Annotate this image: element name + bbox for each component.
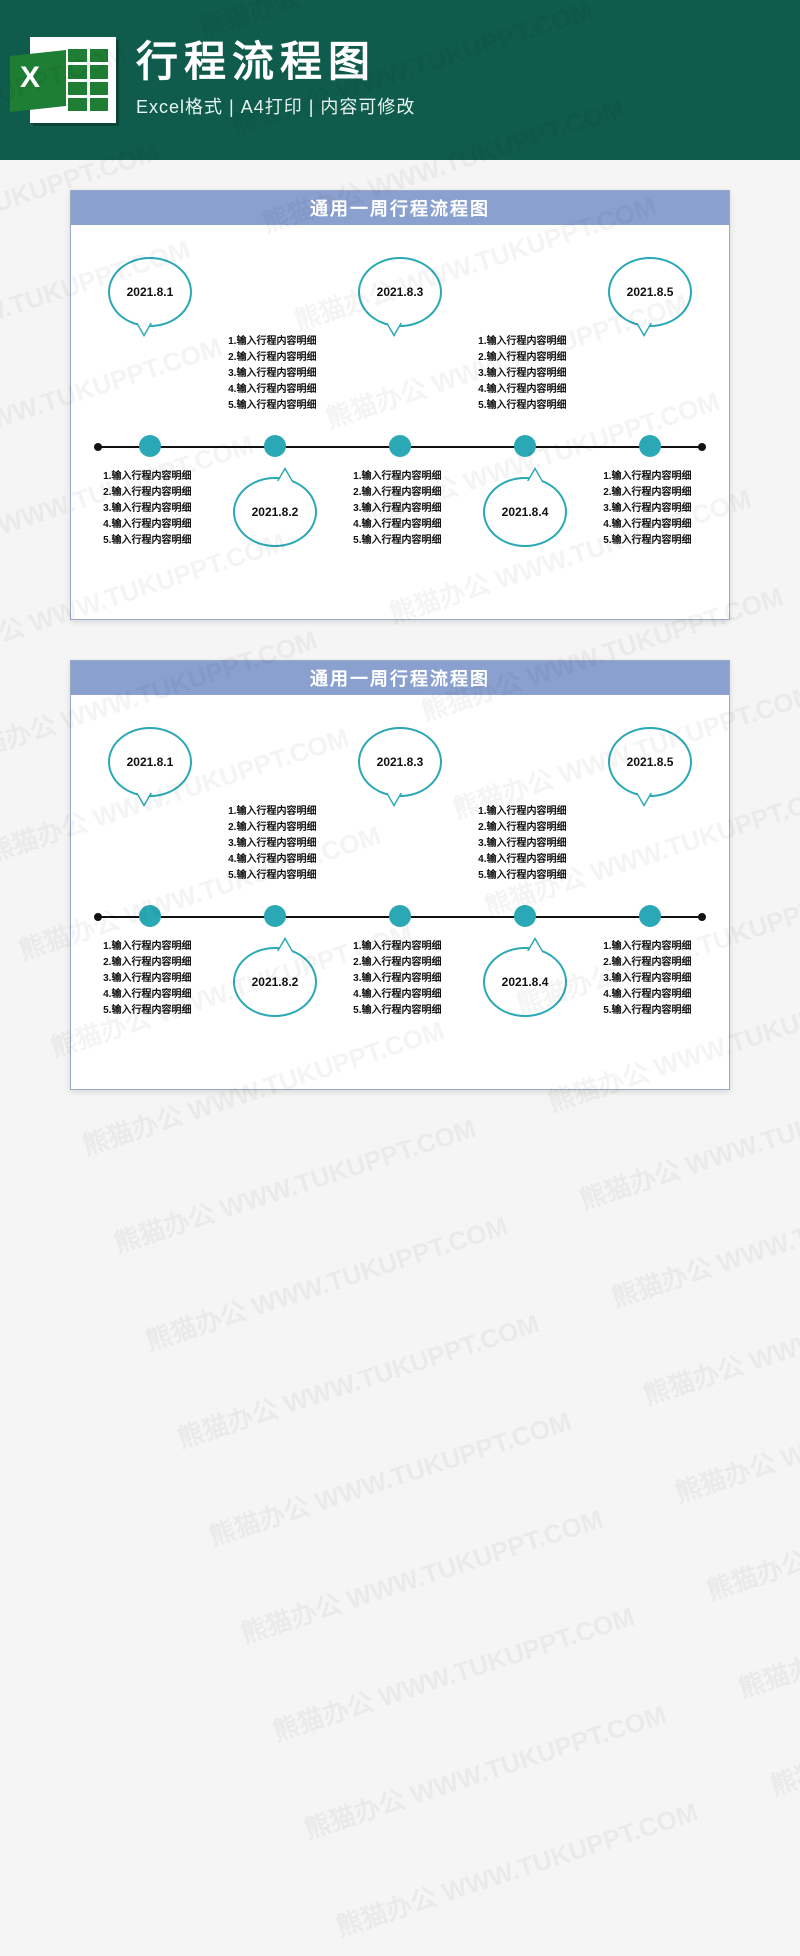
detail-line: 4.输入行程内容明细 (103, 517, 223, 533)
detail-line: 3.输入行程内容明细 (478, 836, 598, 852)
detail-block-3: 1.输入行程内容明细2.输入行程内容明细3.输入行程内容明细4.输入行程内容明细… (353, 469, 473, 549)
timeline-node-5 (639, 435, 661, 457)
detail-line: 1.输入行程内容明细 (228, 334, 348, 350)
timeline-node-1 (139, 905, 161, 927)
detail-line: 1.输入行程内容明细 (228, 804, 348, 820)
date-bubble-5: 2021.8.5 (608, 727, 692, 797)
timeline-1: 2021.8.1 2021.8.2 2021.8.3 2021.8.4 2021.8.5… (71, 225, 729, 619)
detail-line: 5.输入行程内容明细 (353, 1003, 473, 1019)
date-bubble-1: 2021.8.1 (108, 727, 192, 797)
detail-line: 2.输入行程内容明细 (603, 485, 723, 501)
detail-line: 2.输入行程内容明细 (353, 955, 473, 971)
detail-block-5: 1.输入行程内容明细2.输入行程内容明细3.输入行程内容明细4.输入行程内容明细… (603, 469, 723, 549)
detail-line: 2.输入行程内容明细 (228, 350, 348, 366)
detail-line: 1.输入行程内容明细 (603, 469, 723, 485)
detail-line: 4.输入行程内容明细 (603, 517, 723, 533)
detail-line: 3.输入行程内容明细 (603, 501, 723, 517)
detail-line: 1.输入行程内容明细 (353, 469, 473, 485)
detail-line: 3.输入行程内容明细 (353, 971, 473, 987)
timeline-node-3 (389, 905, 411, 927)
detail-line: 2.输入行程内容明细 (603, 955, 723, 971)
detail-block-2: 1.输入行程内容明细2.输入行程内容明细3.输入行程内容明细4.输入行程内容明细… (228, 334, 348, 414)
detail-line: 5.输入行程内容明细 (228, 398, 348, 414)
hero-subtitle: Excel格式 | A4打印 | 内容可修改 (136, 93, 415, 119)
timeline-node-4 (514, 905, 536, 927)
detail-line: 3.输入行程内容明细 (478, 366, 598, 382)
date-bubble-2: 2021.8.2 (233, 947, 317, 1017)
detail-block-1: 1.输入行程内容明细2.输入行程内容明细3.输入行程内容明细4.输入行程内容明细… (103, 469, 223, 549)
detail-line: 3.输入行程内容明细 (353, 501, 473, 517)
detail-block-2: 1.输入行程内容明细2.输入行程内容明细3.输入行程内容明细4.输入行程内容明细… (228, 804, 348, 884)
detail-line: 2.输入行程内容明细 (478, 820, 598, 836)
detail-line: 5.输入行程内容明细 (478, 868, 598, 884)
detail-line: 4.输入行程内容明细 (353, 987, 473, 1003)
detail-line: 4.输入行程内容明细 (228, 852, 348, 868)
detail-line: 4.输入行程内容明细 (478, 852, 598, 868)
detail-block-1: 1.输入行程内容明细2.输入行程内容明细3.输入行程内容明细4.输入行程内容明细… (103, 939, 223, 1019)
excel-icon-cells (68, 49, 108, 111)
detail-line: 5.输入行程内容明细 (478, 398, 598, 414)
detail-block-5: 1.输入行程内容明细2.输入行程内容明细3.输入行程内容明细4.输入行程内容明细… (603, 939, 723, 1019)
card-header: 通用一周行程流程图 (71, 661, 729, 695)
detail-block-3: 1.输入行程内容明细2.输入行程内容明细3.输入行程内容明细4.输入行程内容明细… (353, 939, 473, 1019)
date-bubble-1: 2021.8.1 (108, 257, 192, 327)
date-bubble-3: 2021.8.3 (358, 257, 442, 327)
detail-line: 5.输入行程内容明细 (103, 533, 223, 549)
hero-title: 行程流程图 (136, 41, 415, 83)
detail-line: 3.输入行程内容明细 (228, 836, 348, 852)
date-bubble-2: 2021.8.2 (233, 477, 317, 547)
detail-line: 1.输入行程内容明细 (353, 939, 473, 955)
detail-line: 5.输入行程内容明细 (603, 533, 723, 549)
date-bubble-4: 2021.8.4 (483, 477, 567, 547)
detail-line: 4.输入行程内容明细 (353, 517, 473, 533)
detail-line: 1.输入行程内容明细 (478, 334, 598, 350)
hero-text: 行程流程图 Excel格式 | A4打印 | 内容可修改 (136, 41, 415, 119)
excel-icon-letter: X (20, 61, 40, 95)
detail-block-4: 1.输入行程内容明细2.输入行程内容明细3.输入行程内容明细4.输入行程内容明细… (478, 334, 598, 414)
detail-line: 1.输入行程内容明细 (103, 469, 223, 485)
hero-banner: X 行程流程图 Excel格式 | A4打印 | 内容可修改 (0, 0, 800, 160)
detail-line: 2.输入行程内容明细 (103, 955, 223, 971)
detail-line: 2.输入行程内容明细 (103, 485, 223, 501)
timeline-node-4 (514, 435, 536, 457)
detail-line: 1.输入行程内容明细 (478, 804, 598, 820)
detail-line: 5.输入行程内容明细 (603, 1003, 723, 1019)
detail-line: 4.输入行程内容明细 (228, 382, 348, 398)
detail-block-4: 1.输入行程内容明细2.输入行程内容明细3.输入行程内容明细4.输入行程内容明细… (478, 804, 598, 884)
timeline-2: 2021.8.1 2021.8.2 2021.8.3 2021.8.4 2021.8.5… (71, 695, 729, 1089)
detail-line: 4.输入行程内容明细 (603, 987, 723, 1003)
excel-icon: X (30, 37, 116, 123)
preview-card-1: 通用一周行程流程图 2021.8.12021.8.22021.8.32021.8… (70, 190, 730, 620)
detail-line: 5.输入行程内容明细 (103, 1003, 223, 1019)
detail-line: 2.输入行程内容明细 (478, 350, 598, 366)
detail-line: 3.输入行程内容明细 (228, 366, 348, 382)
timeline-node-1 (139, 435, 161, 457)
detail-line: 3.输入行程内容明细 (103, 501, 223, 517)
detail-line: 1.输入行程内容明细 (603, 939, 723, 955)
detail-line: 4.输入行程内容明细 (478, 382, 598, 398)
timeline-node-3 (389, 435, 411, 457)
preview-card-2: 通用一周行程流程图 2021.8.12021.8.22021.8.32021.8… (70, 660, 730, 1090)
detail-line: 2.输入行程内容明细 (353, 485, 473, 501)
timeline-node-5 (639, 905, 661, 927)
date-bubble-4: 2021.8.4 (483, 947, 567, 1017)
detail-line: 2.输入行程内容明细 (228, 820, 348, 836)
detail-line: 5.输入行程内容明细 (353, 533, 473, 549)
detail-line: 4.输入行程内容明细 (103, 987, 223, 1003)
detail-line: 1.输入行程内容明细 (103, 939, 223, 955)
detail-line: 3.输入行程内容明细 (103, 971, 223, 987)
detail-line: 3.输入行程内容明细 (603, 971, 723, 987)
date-bubble-3: 2021.8.3 (358, 727, 442, 797)
timeline-node-2 (264, 905, 286, 927)
detail-line: 5.输入行程内容明细 (228, 868, 348, 884)
timeline-node-2 (264, 435, 286, 457)
card-header: 通用一周行程流程图 (71, 191, 729, 225)
date-bubble-5: 2021.8.5 (608, 257, 692, 327)
